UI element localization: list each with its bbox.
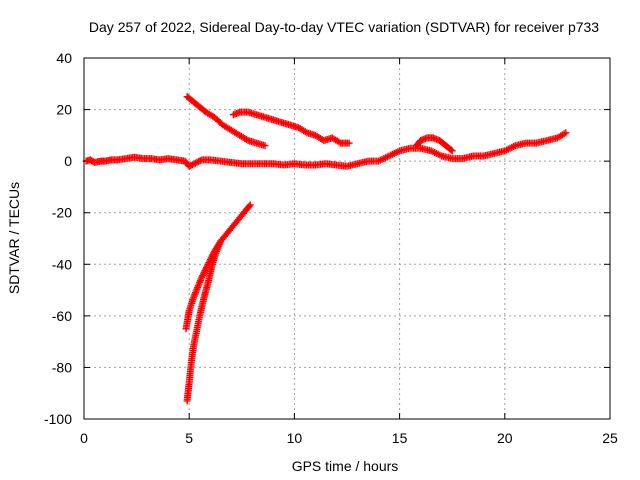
x-axis-label: GPS time / hours xyxy=(292,458,399,474)
y-tick-label: 0 xyxy=(64,153,72,169)
series-lower-arc-b xyxy=(183,237,225,405)
x-tick-label: 20 xyxy=(497,430,513,446)
data-point xyxy=(562,129,570,137)
data-point xyxy=(199,272,207,280)
y-tick-label: -20 xyxy=(52,205,72,221)
data-point xyxy=(199,270,207,278)
data-point xyxy=(217,237,225,245)
data-point xyxy=(198,273,206,281)
data-point xyxy=(345,139,353,147)
series-upper-second-arc xyxy=(229,108,353,147)
series-lower-arc-a xyxy=(182,201,254,333)
grid xyxy=(84,58,610,419)
data-point xyxy=(261,142,269,150)
chart-title: Day 257 of 2022, Sidereal Day-to-day VTE… xyxy=(89,19,599,35)
x-tick-label: 25 xyxy=(602,430,618,446)
data-point xyxy=(188,161,196,169)
data-point xyxy=(447,146,455,154)
y-tick-label: -60 xyxy=(52,308,72,324)
data-point xyxy=(448,147,456,155)
data-point xyxy=(187,161,195,169)
data-point xyxy=(200,268,208,276)
data-point xyxy=(195,157,203,165)
y-tick-label: -100 xyxy=(44,411,72,427)
data-point xyxy=(190,160,198,168)
y-axis-label: SDTVAR / TECUs xyxy=(6,182,22,294)
series-main-track xyxy=(82,129,570,170)
y-tick-label: -80 xyxy=(52,359,72,375)
data-points xyxy=(82,93,570,405)
data-point xyxy=(185,162,193,170)
data-point xyxy=(193,158,201,166)
x-tick-label: 0 xyxy=(80,430,88,446)
y-tick-label: 40 xyxy=(56,50,72,66)
x-tick-label: 5 xyxy=(185,430,193,446)
axis-ticks: 0 5 10 15 20 25 -100 -80 -60 -40 -20 0 20 40 xyxy=(44,50,618,446)
y-tick-label: -40 xyxy=(52,256,72,272)
data-point xyxy=(192,159,200,167)
plot-frame xyxy=(83,57,611,420)
series-upper-descending-arc xyxy=(183,93,269,150)
data-point xyxy=(245,202,253,210)
data-point xyxy=(246,201,254,209)
data-point xyxy=(201,267,209,275)
y-tick-label: 20 xyxy=(56,102,72,118)
x-tick-label: 15 xyxy=(392,430,408,446)
x-tick-label: 10 xyxy=(287,430,303,446)
series-mid-arc-16h xyxy=(412,134,456,155)
data-point xyxy=(196,157,204,165)
